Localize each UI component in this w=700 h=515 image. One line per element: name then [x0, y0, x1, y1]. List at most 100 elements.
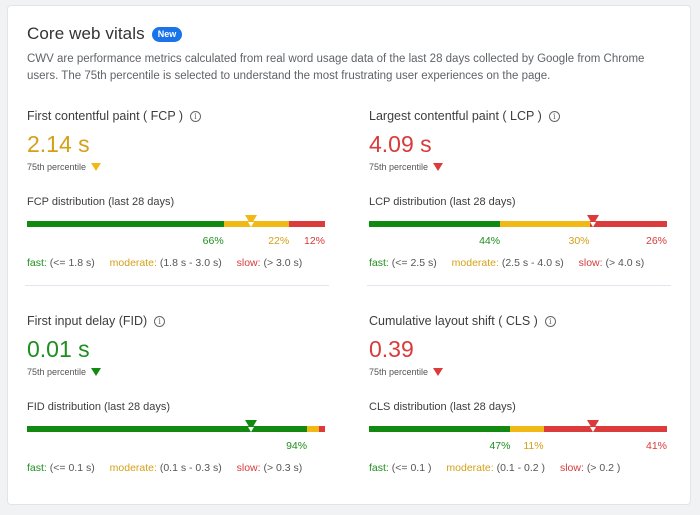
- fast-percentage: 66%: [202, 235, 224, 247]
- metric-title: First contentful paint ( FCP ) i: [27, 109, 325, 123]
- fast-percentage: 44%: [479, 235, 501, 247]
- legend-moderate-range: (0.1 - 0.2 ): [496, 462, 546, 474]
- distribution-percentages: 44% 30% 26%: [369, 235, 667, 249]
- legend-moderate: moderate: (0.1 - 0.2 ): [446, 462, 545, 474]
- distribution-label: FID distribution (last 28 days): [27, 401, 171, 413]
- legend-slow: slow: (> 0.2 ): [560, 462, 620, 474]
- percentile-row: 75th percentile: [369, 367, 667, 377]
- fast-percentage: 94%: [286, 440, 308, 452]
- info-icon[interactable]: i: [544, 315, 556, 327]
- metric-value: 4.09 s: [369, 131, 432, 157]
- legend-moderate-range: (1.8 s - 3.0 s): [159, 257, 222, 269]
- metric-lcp: Largest contentful paint ( LCP ) i 4.09 …: [369, 109, 667, 269]
- percentile-marker-inner: [589, 427, 596, 432]
- legend-fast-range: (<= 1.8 s): [49, 257, 95, 269]
- distribution-percentages: 47% 11% 41%: [369, 440, 667, 454]
- core-web-vitals-card: Core web vitals New CWV are performance …: [7, 5, 691, 505]
- bar-segment-slow: [319, 426, 325, 432]
- bar-segment-moderate: [500, 221, 590, 227]
- bar-segment-moderate: [307, 426, 320, 432]
- legend-moderate-key: moderate:: [109, 257, 157, 269]
- percentile-label: 75th percentile: [27, 367, 87, 377]
- card-title: Core web vitals: [27, 24, 145, 43]
- distribution-bar-segments: [369, 221, 667, 227]
- percentile-marker-icon: [586, 420, 599, 430]
- legend-moderate: moderate: (2.5 s - 4.0 s): [452, 257, 564, 269]
- metric-name: First input delay (FID): [27, 314, 148, 328]
- legend-slow: slow: (> 3.0 s): [237, 257, 303, 269]
- threshold-legend: fast: (<= 0.1 ) moderate: (0.1 - 0.2 ) s…: [369, 462, 667, 474]
- info-icon[interactable]: i: [548, 110, 560, 122]
- info-icon[interactable]: i: [154, 315, 166, 327]
- legend-fast-range: (<= 2.5 s): [391, 257, 437, 269]
- legend-slow-key: slow:: [236, 462, 261, 474]
- distribution-percentages: 66% 22% 12%: [27, 235, 325, 249]
- distribution-label: LCP distribution (last 28 days): [369, 196, 516, 208]
- distribution-label: FCP distribution (last 28 days): [27, 196, 175, 208]
- bar-segment-slow: [289, 221, 325, 227]
- legend-fast-range: (<= 0.1 s): [49, 462, 95, 474]
- metric-value: 0.39: [369, 336, 414, 362]
- percentile-row: 75th percentile: [27, 162, 325, 172]
- metric-value: 2.14 s: [27, 131, 90, 157]
- distribution-bar-segments: [27, 221, 325, 227]
- moderate-percentage: 11%: [523, 440, 544, 452]
- legend-fast-key: fast:: [369, 257, 389, 269]
- legend-moderate-range: (0.1 s - 0.3 s): [159, 462, 222, 474]
- status-triangle-icon: [433, 368, 444, 376]
- metric-cls: Cumulative layout shift ( CLS ) i 0.39 7…: [369, 314, 667, 474]
- legend-fast-key: fast:: [369, 462, 389, 474]
- threshold-legend: fast: (<= 0.1 s) moderate: (0.1 s - 0.3 …: [27, 462, 325, 474]
- metric-fcp: First contentful paint ( FCP ) i 2.14 s …: [27, 109, 325, 269]
- card-header: Core web vitals New CWV are performance …: [27, 24, 670, 85]
- distribution-label: CLS distribution (last 28 days): [369, 401, 516, 413]
- legend-slow-key: slow:: [559, 462, 584, 474]
- legend-slow: slow: (> 4.0 s): [579, 257, 645, 269]
- legend-moderate: moderate: (0.1 s - 0.3 s): [110, 462, 222, 474]
- threshold-legend: fast: (<= 1.8 s) moderate: (1.8 s - 3.0 …: [27, 257, 325, 269]
- slow-percentage: 26%: [645, 235, 667, 247]
- info-icon[interactable]: i: [190, 110, 202, 122]
- percentile-marker-icon: [244, 215, 257, 225]
- metric-title: Cumulative layout shift ( CLS ) i: [369, 314, 667, 328]
- legend-slow-range: (> 0.3 s): [263, 462, 303, 474]
- status-triangle-icon: [91, 163, 102, 171]
- slow-percentage: 12%: [303, 235, 325, 247]
- legend-slow-range: (> 0.2 ): [586, 462, 621, 474]
- bar-segment-moderate: [510, 426, 544, 432]
- percentile-label: 75th percentile: [369, 162, 429, 172]
- distribution-bar: [27, 215, 325, 229]
- legend-moderate-key: moderate:: [109, 462, 157, 474]
- title-row: Core web vitals New: [27, 24, 670, 44]
- metric-name: Cumulative layout shift ( CLS ): [369, 314, 538, 328]
- legend-fast: fast: (<= 1.8 s): [27, 257, 95, 269]
- distribution-percentages: 94%: [27, 440, 325, 454]
- divider-left: [25, 285, 329, 286]
- metric-name: Largest contentful paint ( LCP ): [369, 109, 542, 123]
- bar-segment-slow: [543, 426, 667, 432]
- legend-fast-key: fast:: [27, 462, 47, 474]
- percentile-marker-inner: [247, 427, 254, 432]
- legend-fast-range: (<= 0.1 ): [391, 462, 432, 474]
- moderate-percentage: 22%: [268, 235, 290, 247]
- metric-title: Largest contentful paint ( LCP ) i: [369, 109, 667, 123]
- slow-percentage: 41%: [645, 440, 667, 452]
- legend-fast: fast: (<= 2.5 s): [369, 257, 437, 269]
- threshold-legend: fast: (<= 2.5 s) moderate: (2.5 s - 4.0 …: [369, 257, 667, 269]
- percentile-row: 75th percentile: [369, 162, 667, 172]
- legend-moderate: moderate: (1.8 s - 3.0 s): [110, 257, 222, 269]
- distribution-bar-segments: [27, 426, 325, 432]
- percentile-label: 75th percentile: [369, 367, 429, 377]
- legend-slow-range: (> 3.0 s): [263, 257, 303, 269]
- distribution-bar: [369, 215, 667, 229]
- card-description: CWV are performance metrics calculated f…: [27, 53, 645, 82]
- percentile-marker-icon: [586, 215, 599, 225]
- metric-value: 0.01 s: [27, 336, 90, 362]
- metric-title: First input delay (FID) i: [27, 314, 325, 328]
- legend-fast: fast: (<= 0.1 ): [369, 462, 431, 474]
- bar-segment-fast: [369, 221, 501, 227]
- legend-moderate-key: moderate:: [451, 257, 499, 269]
- legend-slow-range: (> 4.0 s): [605, 257, 645, 269]
- metric-fid: First input delay (FID) i 0.01 s 75th pe…: [27, 314, 325, 474]
- bar-segment-fast: [27, 221, 224, 227]
